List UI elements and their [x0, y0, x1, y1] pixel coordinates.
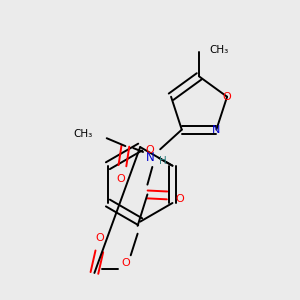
Text: H: H [159, 156, 167, 166]
Text: CH₃: CH₃ [74, 129, 93, 139]
Text: O: O [116, 174, 125, 184]
Text: O: O [223, 92, 232, 102]
Text: O: O [95, 232, 104, 243]
Text: N: N [146, 151, 155, 164]
Text: O: O [146, 145, 154, 155]
Text: O: O [176, 194, 184, 204]
Text: N: N [212, 125, 220, 135]
Text: O: O [122, 258, 130, 268]
Text: CH₃: CH₃ [209, 45, 228, 55]
